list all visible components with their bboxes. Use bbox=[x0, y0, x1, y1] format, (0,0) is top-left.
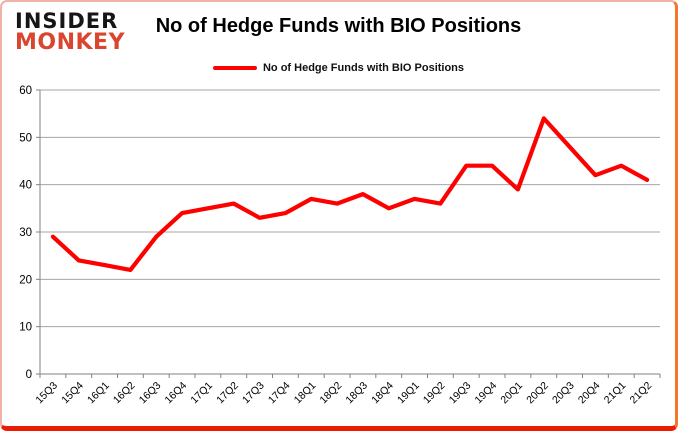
insider-monkey-logo: INSIDER MONKEY bbox=[15, 11, 125, 53]
x-axis-label: 19Q3 bbox=[447, 380, 474, 407]
y-axis-label: 20 bbox=[19, 274, 32, 286]
legend-label: No of Hedge Funds with BIO Positions bbox=[262, 62, 465, 74]
x-axis-label: 19Q4 bbox=[473, 380, 500, 407]
x-axis-label: 15Q4 bbox=[59, 380, 86, 407]
x-axis-label: 16Q4 bbox=[163, 380, 190, 407]
x-axis-label: 17Q3 bbox=[240, 380, 267, 407]
series-line bbox=[50, 116, 650, 272]
logo-line-monkey: MONKEY bbox=[15, 29, 126, 55]
x-axis-label: 18Q3 bbox=[343, 380, 370, 407]
chart-legend: No of Hedge Funds with BIO Positions bbox=[2, 62, 675, 74]
x-axis-label: 17Q2 bbox=[214, 380, 241, 407]
x-axis-label: 18Q2 bbox=[318, 380, 345, 407]
x-axis-label: 16Q3 bbox=[137, 380, 164, 407]
x-axis-label: 20Q4 bbox=[576, 380, 603, 407]
y-axis-label: 10 bbox=[19, 322, 32, 334]
x-axis-label: 19Q2 bbox=[421, 380, 448, 407]
x-axis-label: 16Q1 bbox=[85, 380, 112, 407]
y-axis-label: 30 bbox=[19, 227, 32, 239]
logo-line-insider: INSIDER bbox=[15, 9, 119, 33]
y-axis-label: 50 bbox=[19, 132, 32, 144]
x-axis-label: 20Q3 bbox=[550, 380, 577, 407]
legend-line-swatch bbox=[212, 66, 257, 70]
x-axis-label: 21Q2 bbox=[628, 380, 655, 407]
x-axis-label: 17Q4 bbox=[266, 380, 293, 407]
x-axis-label: 16Q2 bbox=[111, 380, 138, 407]
x-axis-label: 15Q3 bbox=[33, 380, 60, 407]
y-axis-label: 60 bbox=[19, 85, 32, 97]
x-axis-label: 17Q1 bbox=[188, 380, 215, 407]
y-axis-label: 0 bbox=[26, 369, 32, 381]
x-axis-label: 20Q1 bbox=[498, 380, 525, 407]
x-axis-label: 19Q1 bbox=[395, 380, 422, 407]
x-axis-label: 18Q1 bbox=[292, 380, 319, 407]
x-axis-label: 18Q4 bbox=[369, 380, 396, 407]
x-axis-label: 20Q2 bbox=[524, 380, 551, 407]
x-axis-label: 21Q1 bbox=[602, 380, 629, 407]
chart-title: No of Hedge Funds with BIO Positions bbox=[155, 15, 522, 37]
y-axis-label: 40 bbox=[19, 180, 32, 192]
